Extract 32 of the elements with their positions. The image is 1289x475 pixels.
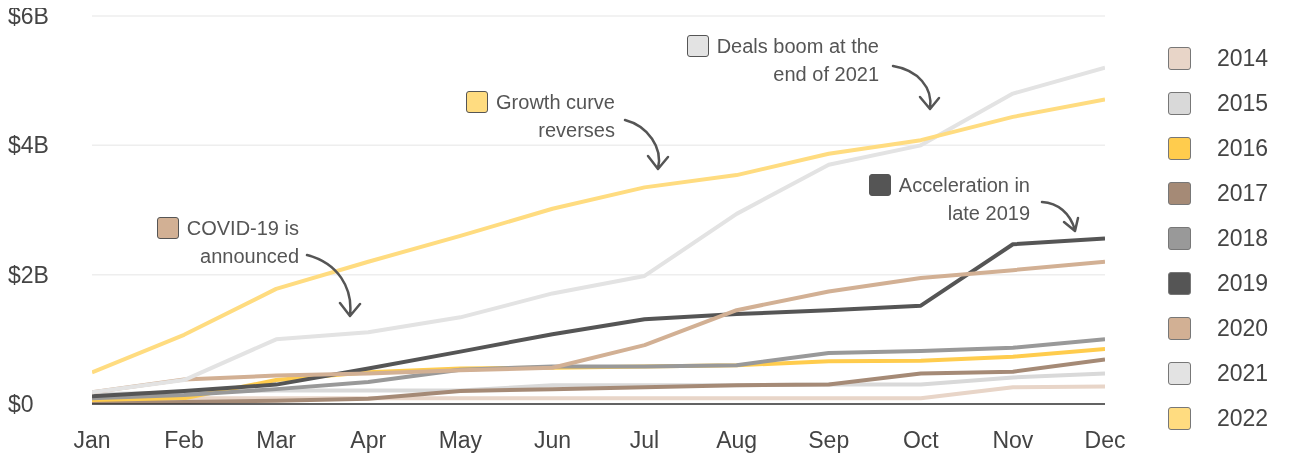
legend-label: 2017 (1217, 180, 1269, 207)
x-tick-label: Jul (629, 427, 660, 454)
y-tick-label: $4B (8, 132, 49, 159)
x-tick-label: Oct (902, 427, 940, 454)
x-tick-label: Nov (992, 427, 1034, 454)
legend-label: 2021 (1217, 360, 1269, 387)
line-series (92, 65, 1105, 395)
x-tick-label: Aug (716, 427, 758, 454)
y-tick-label: $6B (8, 3, 49, 30)
x-tick-label: Mar (256, 427, 297, 454)
annotation: Deals boom at the end of 2021 (716, 35, 879, 85)
line-series (92, 236, 1105, 399)
y-tick-label: $0 (8, 391, 34, 418)
x-tick-label: Apr (350, 427, 387, 454)
legend-label: 2014 (1217, 45, 1269, 72)
legend-label: 2019 (1217, 270, 1269, 297)
legend-label: 2016 (1217, 135, 1269, 162)
x-tick-label: Jan (73, 427, 111, 454)
annotation: Acceleration in late 2019 (898, 174, 1030, 224)
legend-label: 2020 (1217, 315, 1269, 342)
x-tick-label: Dec (1084, 427, 1126, 454)
x-tick-label: Jun (533, 427, 571, 454)
legend-label: 2015 (1217, 90, 1269, 117)
legend-label: 2022 (1217, 405, 1269, 432)
x-tick-label: May (438, 427, 483, 454)
legend-label: 2018 (1217, 225, 1269, 252)
line-series (92, 357, 1105, 404)
x-tick-label: Feb (164, 427, 204, 454)
y-tick-label: $2B (8, 261, 49, 288)
annotation: Growth curve reverses (496, 91, 615, 141)
annotation: COVID-19 is announced (186, 217, 299, 267)
x-tick-label: Sep (808, 427, 850, 454)
